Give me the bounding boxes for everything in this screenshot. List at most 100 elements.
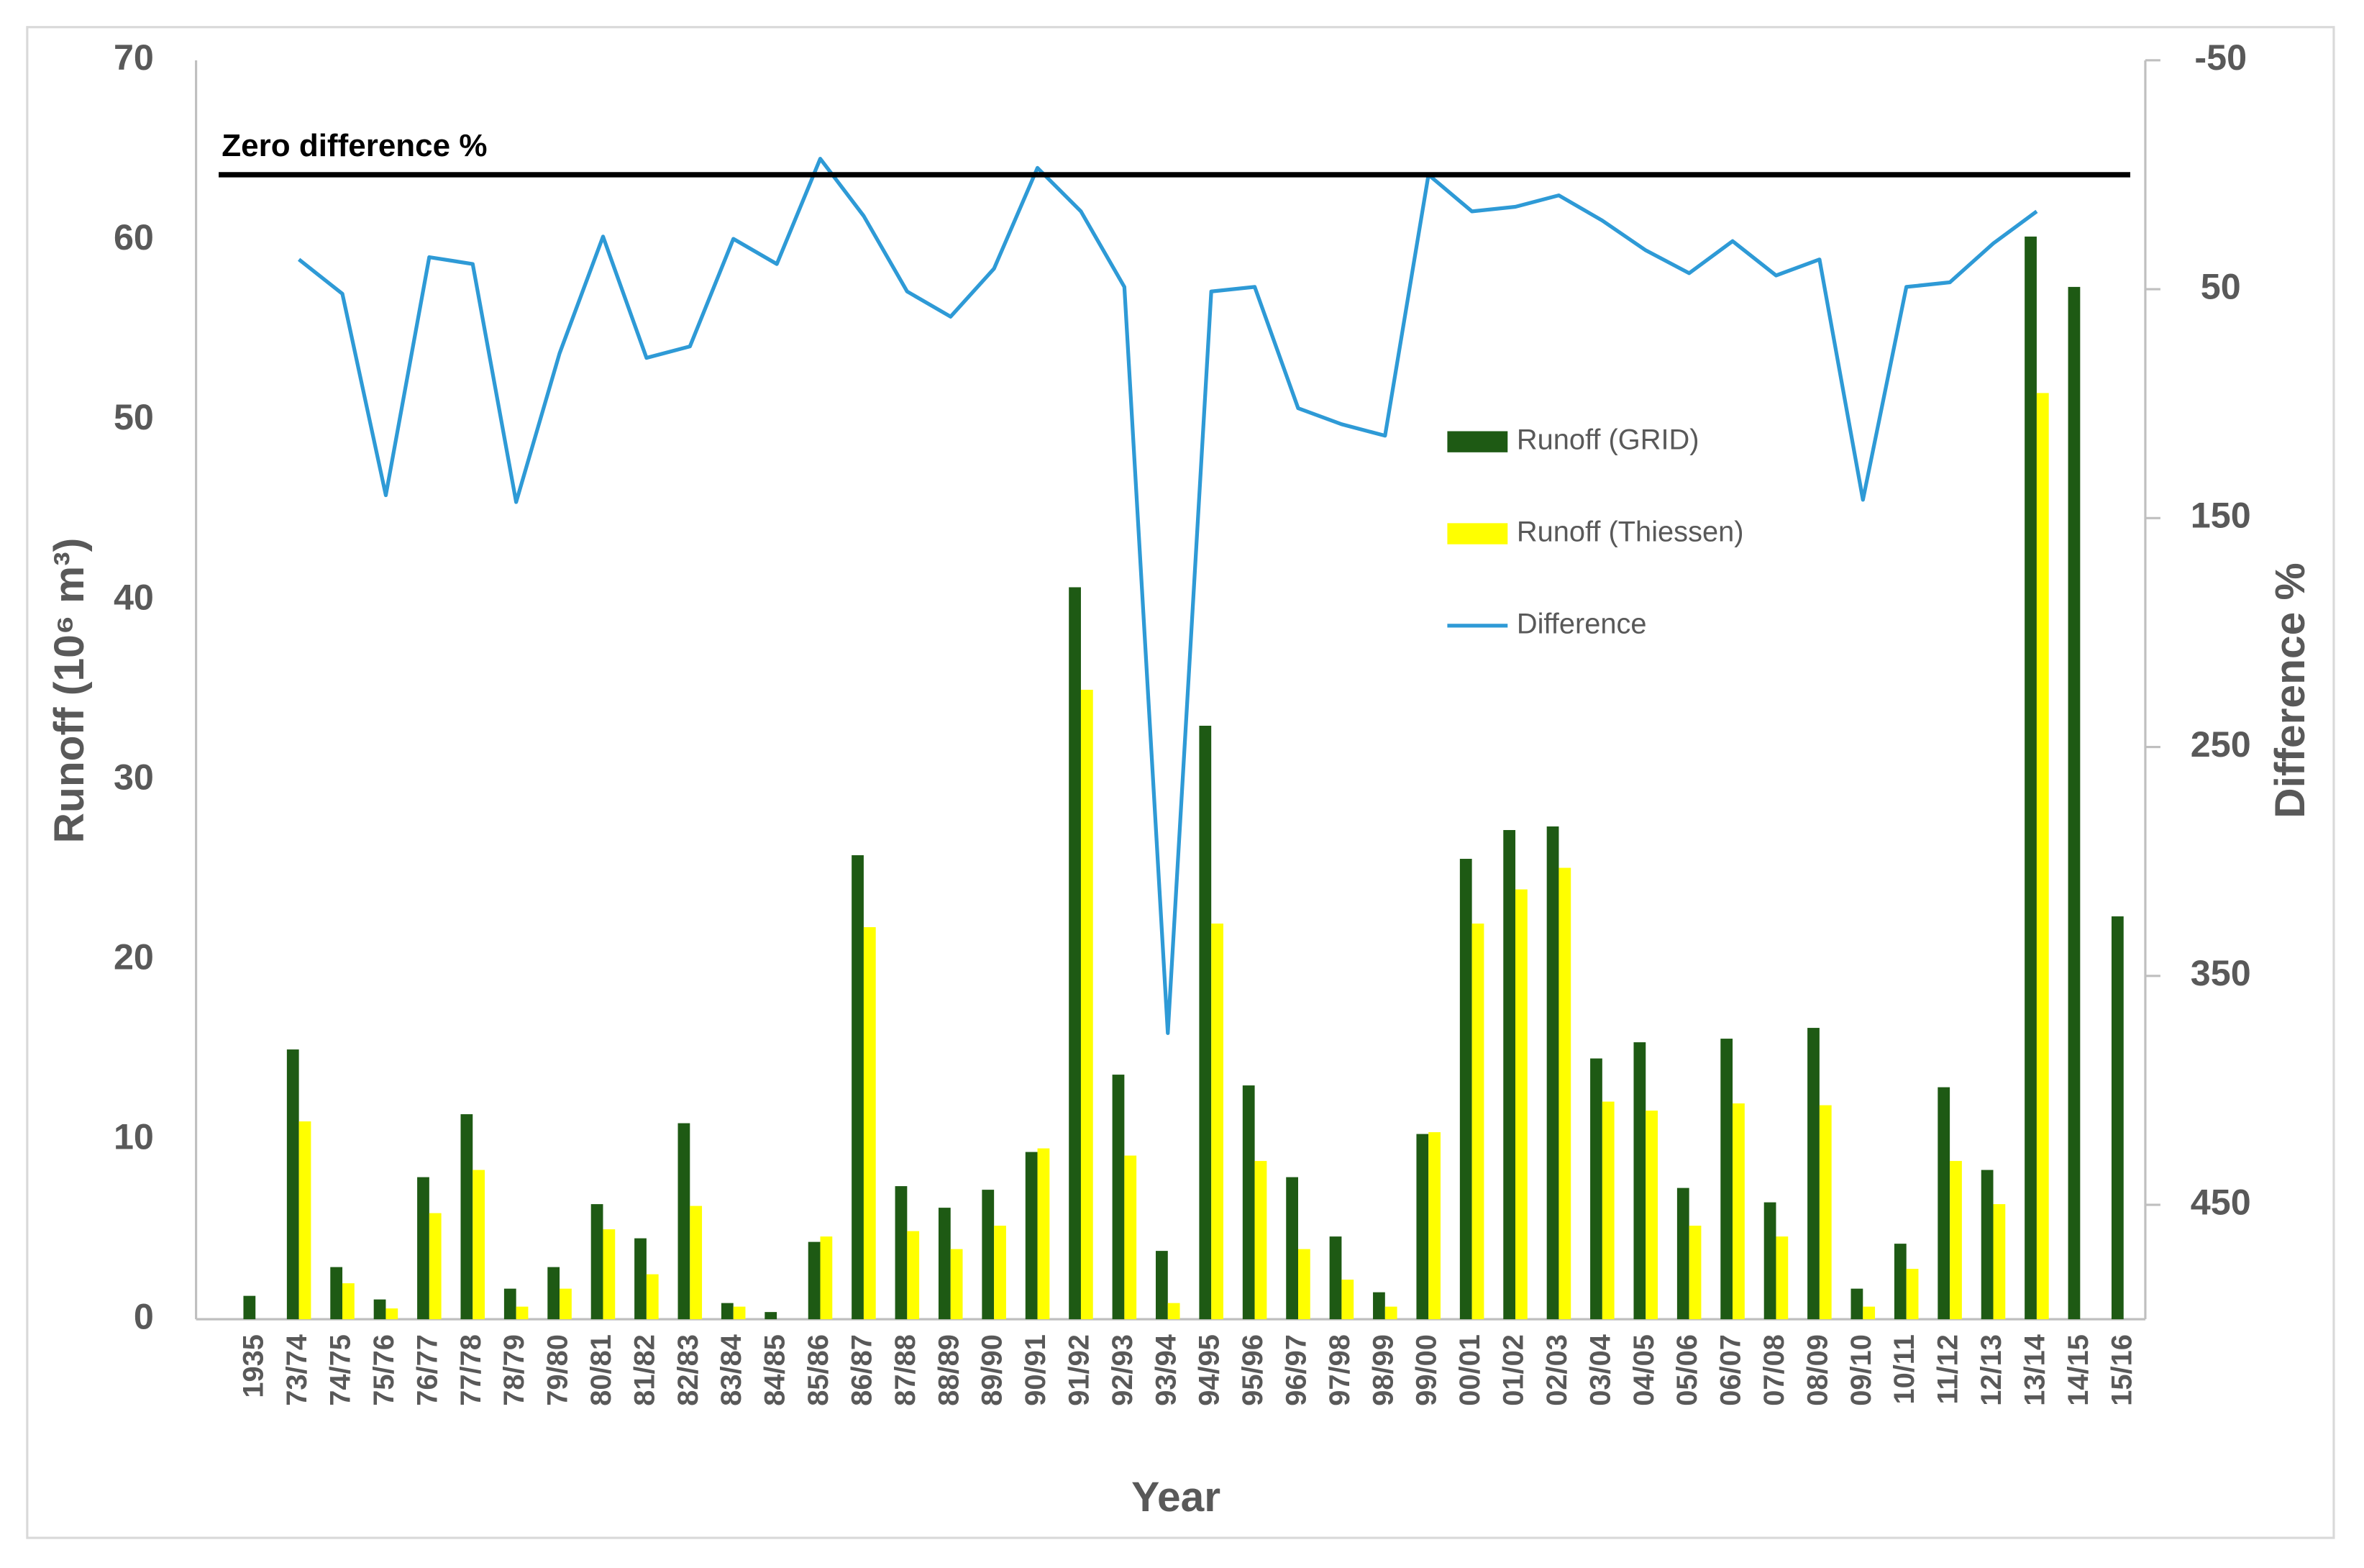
bar <box>1384 1306 1397 1320</box>
bar <box>1069 587 1081 1320</box>
bar <box>1807 1028 1820 1320</box>
bar <box>385 1308 398 1320</box>
bar <box>1156 1251 1168 1320</box>
x-tick-label: 13/14 <box>2019 1334 2050 1406</box>
x-tick-label: 05/06 <box>1671 1334 1703 1406</box>
x-tick-label: 01/02 <box>1498 1334 1530 1406</box>
x-tick-label: 92/93 <box>1107 1334 1138 1406</box>
x-tick-label: 85/86 <box>803 1334 834 1406</box>
legend-label: Difference <box>1517 608 1647 639</box>
x-tick-label: 76/77 <box>411 1334 443 1406</box>
bar <box>646 1274 659 1320</box>
bar <box>1850 1288 1863 1320</box>
x-tick-label: 95/96 <box>1237 1334 1269 1406</box>
bar <box>863 927 876 1320</box>
x-tick-label: 1935 <box>238 1334 270 1398</box>
x-tick-label: 88/89 <box>933 1334 964 1406</box>
bar <box>1471 924 1484 1320</box>
bar <box>1993 1204 2006 1320</box>
bar <box>342 1283 355 1320</box>
bar <box>1124 1155 1137 1320</box>
bar <box>1515 889 1528 1320</box>
bar <box>938 1208 951 1320</box>
bar <box>2068 286 2081 1320</box>
bar <box>590 1204 603 1320</box>
x-tick-label: 86/87 <box>846 1334 877 1406</box>
bar <box>1689 1226 1702 1320</box>
y-tick-label: 60 <box>114 216 154 257</box>
bar <box>1633 1042 1646 1320</box>
x-tick-label: 91/92 <box>1063 1334 1095 1406</box>
x-tick-label: 08/09 <box>1802 1334 1833 1406</box>
y-tick-label: 50 <box>114 396 154 437</box>
bar <box>286 1049 299 1320</box>
x-tick-label: 15/16 <box>2106 1334 2137 1406</box>
bar <box>243 1295 256 1320</box>
bar <box>1329 1236 1342 1320</box>
bar <box>1981 1170 1994 1320</box>
bar <box>1199 725 1212 1320</box>
x-tick-label: 84/85 <box>759 1334 791 1406</box>
bar <box>2025 236 2037 1320</box>
bar <box>634 1238 647 1320</box>
x-tick-label: 09/10 <box>1845 1334 1877 1406</box>
bar <box>1503 830 1516 1320</box>
y2-axis-title: Difference % <box>2267 562 2314 819</box>
bar <box>808 1241 821 1320</box>
bar <box>994 1226 1006 1320</box>
bar <box>1025 1152 1038 1320</box>
bar <box>1416 1134 1429 1320</box>
x-tick-label: 00/01 <box>1454 1334 1486 1406</box>
bar <box>1590 1058 1602 1320</box>
x-tick-label: 02/03 <box>1541 1334 1573 1406</box>
bar <box>1676 1188 1689 1320</box>
x-tick-label: 80/81 <box>585 1334 617 1406</box>
y2-tick-label: 150 <box>2191 495 2251 536</box>
x-tick-label: 98/99 <box>1367 1334 1399 1406</box>
bar <box>1112 1075 1125 1320</box>
bar <box>1297 1249 1310 1320</box>
y2-tick-label: -50 <box>2194 37 2247 78</box>
line <box>298 157 2038 1035</box>
x-tick-label: 10/11 <box>1889 1334 1920 1404</box>
bar <box>503 1288 516 1320</box>
bar <box>1763 1202 1776 1320</box>
y-tick-label: 40 <box>114 576 154 617</box>
bar <box>677 1123 690 1320</box>
bar <box>721 1303 734 1320</box>
bar <box>1558 867 1571 1320</box>
bar <box>298 1121 311 1320</box>
x-tick-label: 04/05 <box>1628 1334 1660 1406</box>
x-tick-label: 79/80 <box>542 1334 574 1406</box>
legend-label: Runoff (Thiessen) <box>1517 516 1744 548</box>
x-tick-label: 94/95 <box>1194 1334 1226 1406</box>
x-tick-label: 99/00 <box>1411 1334 1443 1406</box>
y-tick-label: 10 <box>114 1116 154 1157</box>
x-tick-label: 75/76 <box>368 1334 400 1406</box>
y2-tick-label: 350 <box>2191 952 2251 993</box>
x-tick-label: 07/08 <box>1758 1334 1790 1406</box>
bar <box>907 1231 920 1320</box>
bar <box>1906 1269 1919 1320</box>
bar <box>1819 1105 1832 1320</box>
x-tick-label: 90/91 <box>1020 1334 1051 1406</box>
bar <box>460 1114 473 1320</box>
x-tick-label: 77/78 <box>455 1334 487 1406</box>
x-tick-label: 97/98 <box>1324 1334 1356 1406</box>
bar <box>1776 1236 1789 1320</box>
bar <box>1863 1306 1876 1320</box>
bar <box>1646 1111 1658 1320</box>
bar <box>733 1306 746 1320</box>
x-tick-label: 03/04 <box>1584 1334 1616 1406</box>
x-tick-label: 73/74 <box>281 1334 313 1406</box>
x-tick-label: 93/94 <box>1150 1334 1182 1406</box>
x-axis-title: Year <box>1131 1474 1220 1521</box>
bar <box>820 1236 833 1320</box>
bar <box>690 1205 703 1320</box>
y-tick-label: 20 <box>114 936 154 977</box>
bar <box>1546 826 1559 1320</box>
x-tick-label: 12/13 <box>1976 1334 2007 1406</box>
bar <box>1254 1161 1267 1320</box>
bar <box>417 1177 429 1320</box>
